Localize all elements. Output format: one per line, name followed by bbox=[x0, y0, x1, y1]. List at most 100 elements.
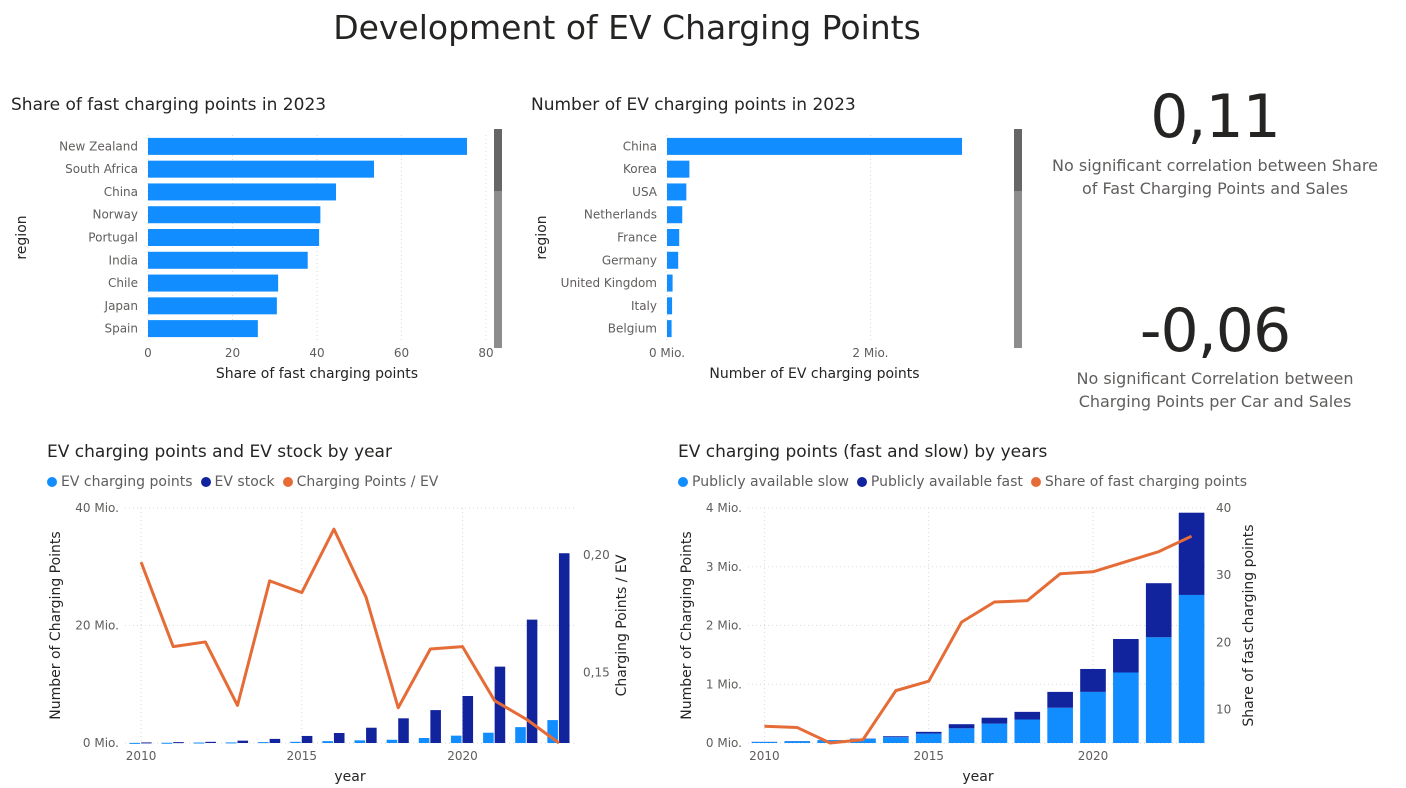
kpi2-label-line2: Charging Points per Car and Sales bbox=[1078, 392, 1352, 411]
kpi1-label: No significant correlation between Share… bbox=[1040, 154, 1390, 200]
x-tick-label: 2010 bbox=[749, 749, 780, 763]
x-tick-label: 0 Mio. bbox=[649, 346, 685, 360]
y-tick-label: Germany bbox=[602, 253, 657, 267]
y2-tick-label: 10 bbox=[1216, 702, 1231, 716]
y-tick-label: Korea bbox=[623, 162, 657, 176]
y-tick-label: Italy bbox=[631, 299, 657, 313]
legend-label: Publicly available fast bbox=[870, 474, 1023, 490]
bar bbox=[366, 727, 377, 743]
chart1-svg[interactable]: 0 20 40 60 80 New Zealand South Africa China Nor… bbox=[0, 120, 520, 395]
y2-axis-label: Share of fast charging points bbox=[1241, 524, 1257, 726]
kpi2-value: -0,06 bbox=[1139, 296, 1291, 366]
legend-label: EV charging points bbox=[61, 474, 193, 490]
bar bbox=[667, 229, 680, 246]
bar bbox=[129, 742, 141, 744]
chart3-title: EV charging points and EV stock by year bbox=[47, 442, 392, 462]
bar bbox=[1047, 691, 1073, 708]
y-tick-label: 40 Mio. bbox=[75, 501, 119, 515]
y-tick-label: Japan bbox=[104, 299, 138, 313]
y-tick-label: 3 Mio. bbox=[706, 560, 742, 574]
legend-label: Charging Points / EV bbox=[296, 474, 439, 490]
bar bbox=[981, 723, 1008, 743]
bar bbox=[1113, 639, 1139, 673]
bar bbox=[225, 742, 237, 744]
bar bbox=[258, 742, 269, 744]
x-axis-label: Share of fast charging points bbox=[216, 366, 418, 382]
y-tick-label: Spain bbox=[104, 322, 138, 336]
bar bbox=[205, 741, 216, 743]
bar bbox=[148, 320, 258, 338]
bar bbox=[883, 736, 909, 738]
legend-label: EV stock bbox=[214, 474, 275, 490]
scrollbar-thumb bbox=[494, 129, 502, 191]
legend-item[interactable]: EV charging points bbox=[47, 474, 193, 490]
bar bbox=[915, 733, 942, 743]
bar bbox=[515, 727, 526, 743]
y-tick-label: South Africa bbox=[65, 162, 138, 176]
bar bbox=[148, 229, 320, 246]
chart2-title: Number of EV charging points in 2023 bbox=[531, 95, 856, 115]
bar bbox=[1178, 594, 1205, 743]
bar bbox=[547, 720, 558, 743]
y-tick-label: 0 Mio. bbox=[706, 736, 742, 750]
y-axis-label: region bbox=[534, 215, 550, 259]
legend-label: Share of fast charging points bbox=[1044, 474, 1248, 490]
bar bbox=[667, 274, 673, 292]
x-tick-label: 60 bbox=[394, 346, 409, 360]
scrollbar-track bbox=[1014, 129, 1022, 348]
y-tick-label: Netherlands bbox=[584, 208, 657, 222]
bar bbox=[418, 738, 430, 743]
legend-item[interactable]: Charging Points / EV bbox=[282, 474, 439, 490]
chart2-svg[interactable]: 0 Mio. 2 Mio. China Korea USA Netherlands Fran… bbox=[520, 120, 1040, 395]
bar bbox=[1014, 711, 1041, 720]
bar bbox=[526, 619, 538, 743]
legend-item[interactable]: EV stock bbox=[200, 474, 275, 490]
legend-dot bbox=[678, 477, 688, 487]
series-line bbox=[139, 527, 560, 745]
bar bbox=[333, 733, 345, 743]
bar bbox=[301, 735, 313, 743]
y-tick-label: 4 Mio. bbox=[706, 501, 742, 515]
bar bbox=[1014, 719, 1041, 743]
bar bbox=[1047, 707, 1073, 743]
bar bbox=[751, 741, 778, 743]
y-tick-label: United Kingdom bbox=[561, 276, 657, 290]
scrollbar-thumb bbox=[1014, 129, 1022, 191]
bar bbox=[784, 741, 811, 743]
chart1-title: Share of fast charging points in 2023 bbox=[11, 95, 327, 115]
bar bbox=[462, 696, 474, 743]
x-tick-label: 2015 bbox=[287, 749, 318, 763]
bar bbox=[1113, 672, 1139, 743]
legend-item[interactable]: Publicly available fast bbox=[856, 474, 1023, 490]
y-tick-label: Portugal bbox=[88, 231, 138, 245]
bar bbox=[322, 741, 333, 743]
chart3-svg[interactable]: 0 Mio. 20 Mio. 40 Mio. 2010 2015 2020 0,15 0,20… bbox=[40, 495, 660, 787]
y2-tick-label: 0,15 bbox=[583, 666, 610, 680]
bar bbox=[193, 742, 205, 744]
bar bbox=[1080, 691, 1106, 743]
bar bbox=[1145, 637, 1172, 743]
bar bbox=[386, 739, 398, 743]
legend-item[interactable]: Share of fast charging points bbox=[1030, 474, 1248, 490]
y-tick-label: 1 Mio. bbox=[706, 677, 742, 691]
bar bbox=[161, 742, 173, 744]
x-tick-label: 2020 bbox=[447, 749, 478, 763]
bar bbox=[148, 274, 279, 292]
bar bbox=[354, 740, 366, 743]
bar bbox=[398, 718, 409, 743]
bar bbox=[269, 738, 281, 743]
bar bbox=[948, 728, 975, 743]
bar bbox=[173, 742, 184, 744]
legend-dot bbox=[47, 477, 57, 487]
y-tick-label: 20 Mio. bbox=[75, 619, 119, 633]
y-tick-label: USA bbox=[632, 185, 658, 199]
bar bbox=[667, 206, 683, 224]
y-axis-label: Number of Charging Points bbox=[679, 531, 695, 719]
legend-item[interactable]: Publicly available slow bbox=[678, 474, 849, 490]
legend-dot bbox=[200, 477, 211, 487]
y-tick-label: Chile bbox=[108, 276, 138, 290]
chart4-svg[interactable]: 0 Mio.1 Mio.2 Mio.3 Mio.4 Mio.2010 2015 20… bbox=[670, 495, 1270, 787]
y-tick-label: France bbox=[617, 231, 657, 245]
y-tick-label: China bbox=[104, 185, 138, 199]
bar bbox=[148, 297, 277, 315]
